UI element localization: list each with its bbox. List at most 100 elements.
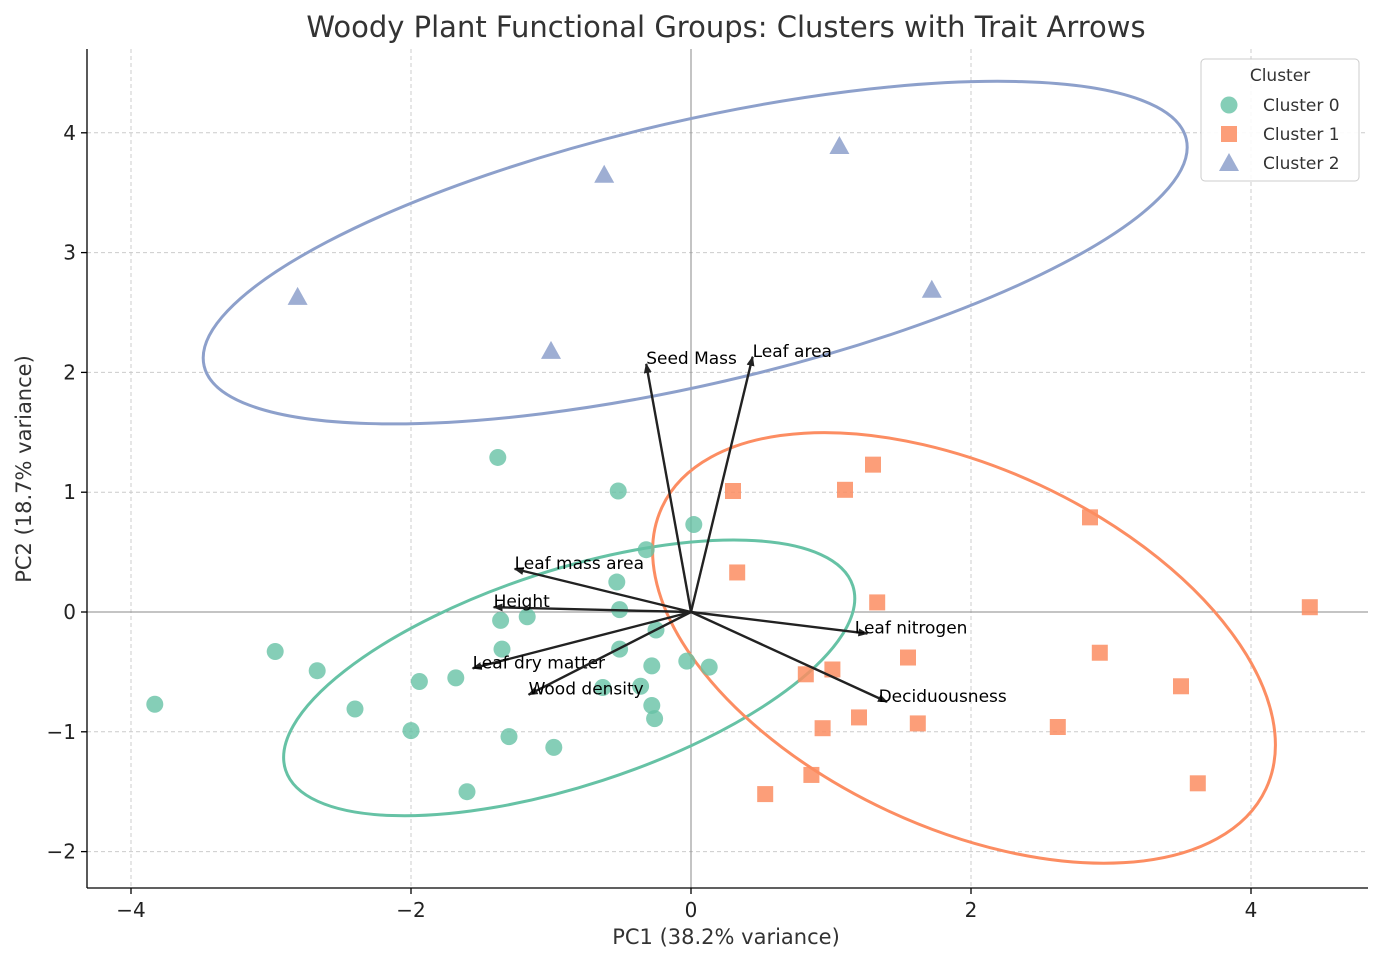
data-point <box>909 715 926 732</box>
cluster-ellipses <box>201 79 1277 865</box>
data-point <box>458 783 476 801</box>
data-point <box>900 649 916 666</box>
trait-arrow <box>527 610 692 696</box>
trait-arrow <box>492 603 692 614</box>
data-point <box>608 573 626 591</box>
x-tick-label: 2 <box>965 898 978 922</box>
data-point <box>447 669 465 687</box>
data-point <box>1301 599 1318 616</box>
x-tick-label: −2 <box>396 898 425 922</box>
legend-marker <box>1221 126 1237 142</box>
data-point <box>729 564 746 581</box>
x-tick-label: 4 <box>1245 898 1258 922</box>
trait-label: Height <box>494 592 551 612</box>
data-point <box>492 611 510 629</box>
data-point <box>757 786 774 803</box>
data-point <box>829 135 850 154</box>
data-point <box>851 709 867 726</box>
trait-label: Leaf dry matter <box>473 653 605 673</box>
cluster-ellipse <box>282 538 857 818</box>
x-tick-label: 0 <box>685 898 698 922</box>
y-axis-label: PC2 (18.7% variance) <box>12 355 36 583</box>
data-point <box>824 661 841 678</box>
trait-arrow <box>690 610 888 703</box>
data-point <box>545 738 563 756</box>
trait-label: Leaf nitrogen <box>855 619 968 639</box>
data-point <box>493 640 511 658</box>
data-point <box>402 722 420 740</box>
y-tick-label: 1 <box>63 480 76 504</box>
data-point <box>632 677 650 695</box>
data-point <box>146 695 164 713</box>
data-point <box>869 594 886 611</box>
cluster-ellipse <box>201 79 1189 426</box>
trait-label: Leaf area <box>753 342 832 362</box>
legend: Cluster Cluster 0 Cluster 1 Cluster 2 <box>1200 58 1360 182</box>
trait-label: Deciduousness <box>879 687 1007 707</box>
legend-title: Cluster <box>1250 66 1310 86</box>
grid <box>87 49 1368 888</box>
data-point <box>308 662 326 680</box>
trait-arrow <box>690 610 869 637</box>
axes <box>86 49 1368 889</box>
x-tick-label: −4 <box>116 898 145 922</box>
data-point <box>287 286 308 305</box>
data-point <box>518 608 536 626</box>
trait-arrow <box>471 610 692 670</box>
trait-label: Leaf mass area <box>515 554 644 574</box>
trait-arrows: Seed Mass Leaf area Leaf mass area Height Le… <box>471 342 1007 707</box>
trait-label: Wood density <box>529 680 644 700</box>
data-point <box>865 456 881 473</box>
data-point <box>1049 719 1066 736</box>
data-point <box>594 678 612 696</box>
data-point <box>541 340 561 359</box>
data-point <box>1189 775 1206 792</box>
y-tick-label: −1 <box>47 720 76 744</box>
data-point <box>803 766 820 783</box>
data-point <box>1082 509 1098 526</box>
cluster-ellipse <box>651 431 1277 865</box>
data-point <box>700 658 718 676</box>
y-tick-label: −2 <box>47 840 76 864</box>
data-point <box>678 652 696 670</box>
legend-label: Cluster 0 <box>1263 96 1340 116</box>
data-point <box>646 710 664 728</box>
data-point <box>921 279 942 298</box>
data-point <box>500 728 518 746</box>
zero-lines <box>87 49 1368 888</box>
legend-marker <box>1220 96 1238 114</box>
trait-arrow <box>513 567 692 614</box>
data-point <box>725 483 741 500</box>
data-point <box>609 482 627 500</box>
x-axis-label: PC1 (38.2% variance) <box>612 925 840 949</box>
tick-labels: −4 −2 0 2 4 −2 −1 0 1 2 3 4 <box>47 121 1258 922</box>
data-point <box>1173 678 1189 695</box>
data-point <box>346 700 364 718</box>
data-point <box>685 516 703 534</box>
data-point <box>1091 644 1108 661</box>
legend-label: Cluster 1 <box>1263 125 1340 145</box>
legend-marker <box>1219 153 1239 171</box>
legend-frame <box>1200 58 1360 182</box>
data-point <box>594 164 615 183</box>
trait-arrow <box>643 363 693 613</box>
y-tick-label: 0 <box>63 600 76 624</box>
trait-label: Seed Mass <box>646 349 737 369</box>
y-tick-label: 4 <box>63 121 76 145</box>
data-point <box>410 672 428 690</box>
data-point <box>266 643 284 661</box>
data-point <box>837 481 853 498</box>
chart-title: Woody Plant Functional Groups: Clusters … <box>306 10 1145 44</box>
data-point <box>643 696 661 714</box>
data-point <box>637 541 655 559</box>
trait-arrow <box>689 355 755 613</box>
data-point <box>489 448 507 466</box>
data-point <box>797 666 814 683</box>
legend-label: Cluster 2 <box>1263 154 1340 174</box>
y-tick-label: 3 <box>63 241 76 265</box>
data-point <box>643 657 661 675</box>
data-point <box>814 720 831 737</box>
data-points <box>146 135 1318 803</box>
y-tick-label: 2 <box>63 360 76 384</box>
